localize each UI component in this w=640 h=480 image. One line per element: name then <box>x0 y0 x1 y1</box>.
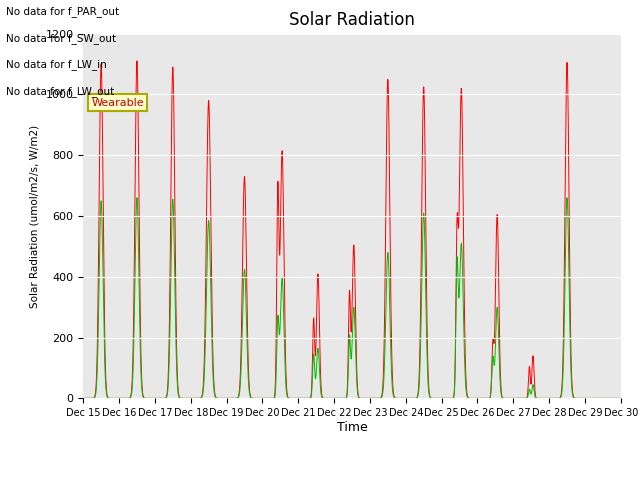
Text: No data for f_PAR_out: No data for f_PAR_out <box>6 6 120 17</box>
Y-axis label: Solar Radiation (umol/m2/s, W/m2): Solar Radiation (umol/m2/s, W/m2) <box>30 124 40 308</box>
Title: Solar Radiation: Solar Radiation <box>289 11 415 29</box>
Text: No data for f_LW_in: No data for f_LW_in <box>6 59 107 70</box>
Text: No data for f_LW_out: No data for f_LW_out <box>6 85 115 96</box>
Text: Wearable: Wearable <box>92 98 144 108</box>
Text: No data for f_SW_out: No data for f_SW_out <box>6 33 116 44</box>
Legend: PAR_in, SW_in: PAR_in, SW_in <box>257 479 447 480</box>
X-axis label: Time: Time <box>337 421 367 434</box>
